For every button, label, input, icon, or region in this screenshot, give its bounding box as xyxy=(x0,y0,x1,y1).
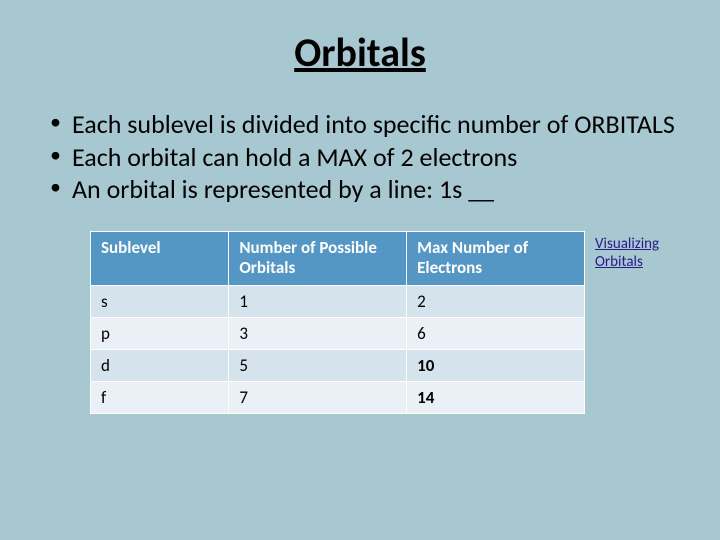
cell-orbitals: 3 xyxy=(229,317,407,349)
table-header-row: Sublevel Number of Possible Orbitals Max… xyxy=(91,232,585,286)
table-row: p 3 6 xyxy=(91,317,585,349)
cell-sublevel: d xyxy=(91,349,229,381)
table-row: s 1 2 xyxy=(91,285,585,317)
visualizing-orbitals-link[interactable]: Visualizing Orbitals xyxy=(595,235,690,271)
bullet-item: Each sublevel is divided into specific n… xyxy=(50,109,690,140)
cell-sublevel: s xyxy=(91,285,229,317)
cell-orbitals: 7 xyxy=(229,381,407,413)
cell-electrons: 6 xyxy=(407,317,585,349)
content-row: Sublevel Number of Possible Orbitals Max… xyxy=(30,231,690,414)
col-electrons: Max Number of Electrons xyxy=(407,232,585,286)
orbitals-table: Sublevel Number of Possible Orbitals Max… xyxy=(90,231,585,414)
cell-orbitals: 5 xyxy=(229,349,407,381)
page-title: Orbitals xyxy=(30,28,690,77)
bullet-list: Each sublevel is divided into specific n… xyxy=(30,109,690,205)
col-sublevel: Sublevel xyxy=(91,232,229,286)
table-row: d 5 10 xyxy=(91,349,585,381)
col-orbitals: Number of Possible Orbitals xyxy=(229,232,407,286)
cell-sublevel: f xyxy=(91,381,229,413)
cell-orbitals: 1 xyxy=(229,285,407,317)
bullet-item: Each orbital can hold a MAX of 2 electro… xyxy=(50,142,690,173)
bullet-item: An orbital is represented by a line: 1s … xyxy=(50,174,690,205)
slide: Orbitals Each sublevel is divided into s… xyxy=(0,0,720,540)
table-body: s 1 2 p 3 6 d 5 10 f 7 14 xyxy=(91,285,585,413)
cell-electrons: 14 xyxy=(407,381,585,413)
cell-sublevel: p xyxy=(91,317,229,349)
cell-electrons: 10 xyxy=(407,349,585,381)
cell-electrons: 2 xyxy=(407,285,585,317)
table-row: f 7 14 xyxy=(91,381,585,413)
